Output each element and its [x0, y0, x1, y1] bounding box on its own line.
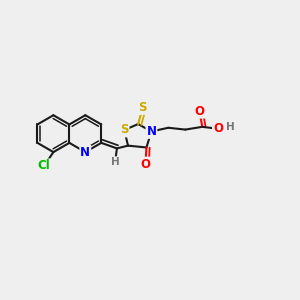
Text: S: S — [139, 101, 147, 114]
Text: Cl: Cl — [38, 159, 51, 172]
Text: S: S — [120, 124, 129, 136]
Text: N: N — [80, 146, 90, 159]
Text: N: N — [146, 125, 156, 138]
Text: H: H — [226, 122, 234, 132]
Text: O: O — [140, 158, 151, 171]
Text: O: O — [213, 122, 223, 135]
Text: O: O — [194, 105, 205, 118]
Text: H: H — [111, 157, 120, 167]
